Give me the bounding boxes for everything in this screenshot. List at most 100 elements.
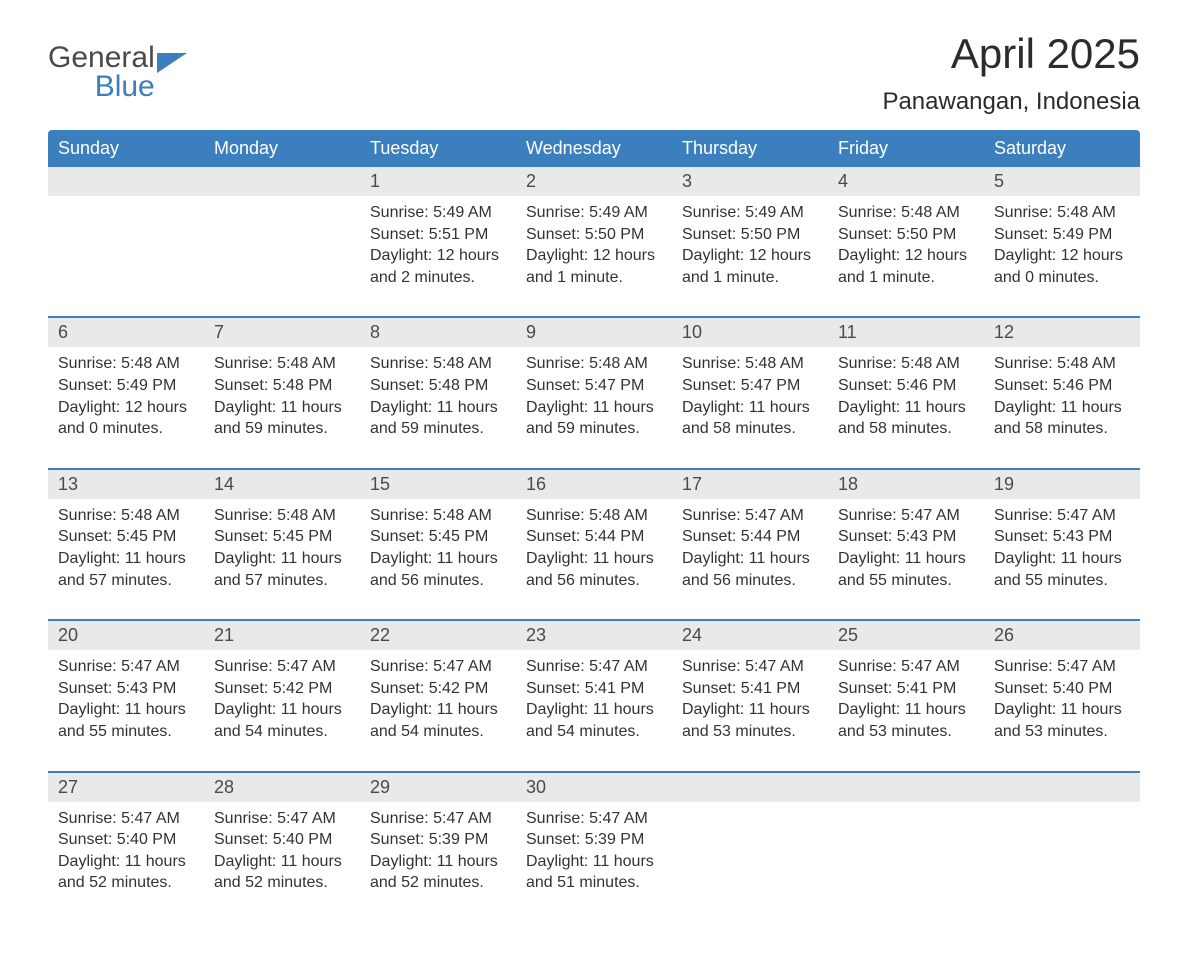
week-date-row: 13141516171819: [48, 468, 1140, 499]
day-header-monday: Monday: [204, 130, 360, 167]
calendar-detail: Sunrise: 5:49 AM Sunset: 5:51 PM Dayligh…: [360, 196, 516, 316]
calendar-detail: Sunrise: 5:47 AM Sunset: 5:41 PM Dayligh…: [828, 650, 984, 770]
calendar-detail: Sunrise: 5:47 AM Sunset: 5:42 PM Dayligh…: [204, 650, 360, 770]
calendar-detail: Sunrise: 5:48 AM Sunset: 5:48 PM Dayligh…: [360, 347, 516, 467]
calendar-detail: Sunrise: 5:48 AM Sunset: 5:45 PM Dayligh…: [204, 499, 360, 619]
calendar-date: 27: [48, 773, 204, 802]
calendar-detail: Sunrise: 5:47 AM Sunset: 5:41 PM Dayligh…: [516, 650, 672, 770]
calendar-detail: Sunrise: 5:47 AM Sunset: 5:43 PM Dayligh…: [984, 499, 1140, 619]
calendar-detail: Sunrise: 5:47 AM Sunset: 5:42 PM Dayligh…: [360, 650, 516, 770]
calendar-date: 6: [48, 318, 204, 347]
calendar-date: 10: [672, 318, 828, 347]
day-header-tuesday: Tuesday: [360, 130, 516, 167]
calendar-date: [672, 773, 828, 802]
month-title: April 2025: [882, 30, 1140, 78]
week-block: 13141516171819Sunrise: 5:48 AM Sunset: 5…: [48, 468, 1140, 619]
calendar-detail: Sunrise: 5:48 AM Sunset: 5:49 PM Dayligh…: [48, 347, 204, 467]
calendar-date: 29: [360, 773, 516, 802]
calendar: Sunday Monday Tuesday Wednesday Thursday…: [48, 130, 1140, 922]
logo-line2: Blue: [48, 73, 155, 102]
calendar-detail: Sunrise: 5:47 AM Sunset: 5:39 PM Dayligh…: [360, 802, 516, 922]
header: General Blue April 2025 Panawangan, Indo…: [48, 30, 1140, 116]
calendar-date: 9: [516, 318, 672, 347]
day-header-row: Sunday Monday Tuesday Wednesday Thursday…: [48, 130, 1140, 167]
calendar-detail: Sunrise: 5:48 AM Sunset: 5:45 PM Dayligh…: [360, 499, 516, 619]
calendar-detail: [984, 802, 1140, 922]
calendar-detail: Sunrise: 5:48 AM Sunset: 5:48 PM Dayligh…: [204, 347, 360, 467]
calendar-detail: Sunrise: 5:48 AM Sunset: 5:46 PM Dayligh…: [828, 347, 984, 467]
calendar-date: 17: [672, 470, 828, 499]
calendar-date: 20: [48, 621, 204, 650]
calendar-detail: Sunrise: 5:49 AM Sunset: 5:50 PM Dayligh…: [672, 196, 828, 316]
calendar-date: 1: [360, 167, 516, 196]
calendar-date: 30: [516, 773, 672, 802]
day-header-wednesday: Wednesday: [516, 130, 672, 167]
calendar-detail: [828, 802, 984, 922]
calendar-detail: Sunrise: 5:48 AM Sunset: 5:49 PM Dayligh…: [984, 196, 1140, 316]
day-header-friday: Friday: [828, 130, 984, 167]
logo-text: General Blue: [48, 44, 155, 101]
day-header-saturday: Saturday: [984, 130, 1140, 167]
calendar-detail: Sunrise: 5:48 AM Sunset: 5:47 PM Dayligh…: [672, 347, 828, 467]
calendar-detail: [204, 196, 360, 316]
calendar-date: 22: [360, 621, 516, 650]
week-detail-row: Sunrise: 5:48 AM Sunset: 5:49 PM Dayligh…: [48, 347, 1140, 467]
calendar-detail: Sunrise: 5:47 AM Sunset: 5:39 PM Dayligh…: [516, 802, 672, 922]
location: Panawangan, Indonesia: [882, 88, 1140, 116]
week-date-row: 20212223242526: [48, 619, 1140, 650]
calendar-date: 12: [984, 318, 1140, 347]
calendar-date: [828, 773, 984, 802]
calendar-date: [48, 167, 204, 196]
calendar-detail: [672, 802, 828, 922]
calendar-date: 8: [360, 318, 516, 347]
calendar-detail: Sunrise: 5:47 AM Sunset: 5:43 PM Dayligh…: [828, 499, 984, 619]
week-detail-row: Sunrise: 5:49 AM Sunset: 5:51 PM Dayligh…: [48, 196, 1140, 316]
week-detail-row: Sunrise: 5:48 AM Sunset: 5:45 PM Dayligh…: [48, 499, 1140, 619]
week-block: 6789101112Sunrise: 5:48 AM Sunset: 5:49 …: [48, 316, 1140, 467]
calendar-detail: Sunrise: 5:47 AM Sunset: 5:43 PM Dayligh…: [48, 650, 204, 770]
calendar-date: 21: [204, 621, 360, 650]
calendar-date: 2: [516, 167, 672, 196]
title-block: April 2025 Panawangan, Indonesia: [882, 30, 1140, 116]
calendar-detail: Sunrise: 5:49 AM Sunset: 5:50 PM Dayligh…: [516, 196, 672, 316]
calendar-detail: Sunrise: 5:47 AM Sunset: 5:41 PM Dayligh…: [672, 650, 828, 770]
calendar-date: 7: [204, 318, 360, 347]
day-header-thursday: Thursday: [672, 130, 828, 167]
calendar-detail: Sunrise: 5:48 AM Sunset: 5:44 PM Dayligh…: [516, 499, 672, 619]
calendar-date: 28: [204, 773, 360, 802]
week-detail-row: Sunrise: 5:47 AM Sunset: 5:43 PM Dayligh…: [48, 650, 1140, 770]
week-date-row: 12345: [48, 167, 1140, 196]
calendar-date: 19: [984, 470, 1140, 499]
calendar-detail: Sunrise: 5:47 AM Sunset: 5:40 PM Dayligh…: [48, 802, 204, 922]
week-date-row: 27282930: [48, 771, 1140, 802]
week-detail-row: Sunrise: 5:47 AM Sunset: 5:40 PM Dayligh…: [48, 802, 1140, 922]
calendar-detail: Sunrise: 5:48 AM Sunset: 5:47 PM Dayligh…: [516, 347, 672, 467]
calendar-detail: Sunrise: 5:48 AM Sunset: 5:46 PM Dayligh…: [984, 347, 1140, 467]
calendar-date: 26: [984, 621, 1140, 650]
calendar-date: 15: [360, 470, 516, 499]
calendar-date: 11: [828, 318, 984, 347]
calendar-detail: Sunrise: 5:47 AM Sunset: 5:40 PM Dayligh…: [984, 650, 1140, 770]
calendar-detail: Sunrise: 5:48 AM Sunset: 5:50 PM Dayligh…: [828, 196, 984, 316]
calendar-detail: Sunrise: 5:47 AM Sunset: 5:40 PM Dayligh…: [204, 802, 360, 922]
calendar-date: 3: [672, 167, 828, 196]
calendar-date: 4: [828, 167, 984, 196]
logo-triangle-icon: [157, 53, 187, 73]
calendar-detail: Sunrise: 5:47 AM Sunset: 5:44 PM Dayligh…: [672, 499, 828, 619]
calendar-date: 18: [828, 470, 984, 499]
calendar-date: 24: [672, 621, 828, 650]
calendar-date: 13: [48, 470, 204, 499]
weeks-container: 12345Sunrise: 5:49 AM Sunset: 5:51 PM Da…: [48, 167, 1140, 922]
calendar-date: 25: [828, 621, 984, 650]
calendar-date: 23: [516, 621, 672, 650]
week-block: 20212223242526Sunrise: 5:47 AM Sunset: 5…: [48, 619, 1140, 770]
calendar-date: 5: [984, 167, 1140, 196]
calendar-detail: [48, 196, 204, 316]
calendar-date: 14: [204, 470, 360, 499]
calendar-detail: Sunrise: 5:48 AM Sunset: 5:45 PM Dayligh…: [48, 499, 204, 619]
calendar-date: [204, 167, 360, 196]
week-block: 12345Sunrise: 5:49 AM Sunset: 5:51 PM Da…: [48, 167, 1140, 316]
logo: General Blue: [48, 30, 187, 101]
day-header-sunday: Sunday: [48, 130, 204, 167]
week-date-row: 6789101112: [48, 316, 1140, 347]
